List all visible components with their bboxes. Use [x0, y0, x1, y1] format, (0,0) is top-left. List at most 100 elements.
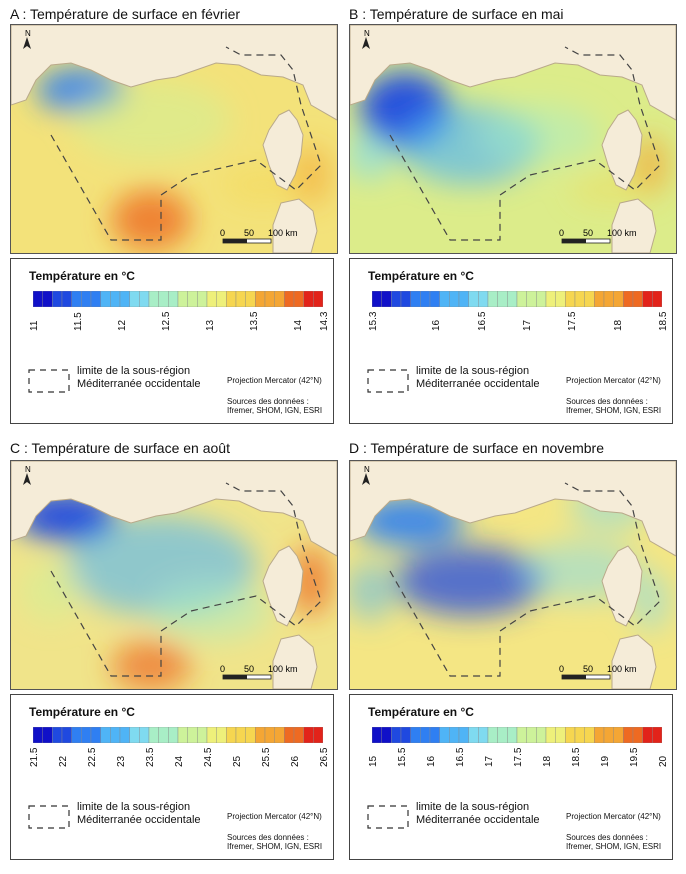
limit-legend-line2: Méditerranée occidentale — [416, 378, 540, 390]
ramp-step — [507, 291, 518, 307]
ramp-tick-label: 24.5 — [203, 747, 214, 767]
ramp-tick-label: 19.5 — [629, 747, 640, 767]
corsica-island — [601, 545, 643, 627]
ramp-step — [187, 291, 198, 307]
limit-dashed-symbol — [367, 805, 409, 829]
ramp-step — [526, 291, 537, 307]
scale-label: 0 — [559, 228, 564, 238]
color-ramp — [372, 291, 662, 307]
ramp-tick-label: 20 — [658, 755, 669, 767]
ramp-step — [536, 727, 547, 743]
ramp-step — [139, 727, 150, 743]
ramp-step — [255, 727, 266, 743]
limit-legend-label: limite de la sous-région Méditerranée oc… — [77, 801, 201, 827]
limit-legend-line2: Méditerranée occidentale — [77, 378, 201, 390]
ramp-step — [61, 727, 72, 743]
ramp-tick-label: 16 — [426, 755, 437, 767]
sst-map[interactable]: N 0 50 100 km — [349, 460, 677, 690]
color-ramp — [372, 727, 662, 743]
ramp-step — [168, 291, 179, 307]
ramp-step — [158, 291, 169, 307]
ramp-step — [603, 727, 614, 743]
limit-dashed-symbol — [28, 369, 70, 393]
sst-map[interactable]: N 0 50 100 km — [10, 24, 338, 254]
legend-box: Température en °C 15 15.5 16 16.5 17 17.5 18 18… — [349, 694, 673, 860]
ramp-step — [372, 291, 382, 307]
ramp-step — [555, 727, 566, 743]
color-ramp — [33, 291, 323, 307]
subregion-limit-line — [50, 482, 322, 677]
ramp-step — [574, 727, 585, 743]
ramp-step — [536, 291, 547, 307]
ramp-step — [90, 291, 101, 307]
ramp-step — [478, 727, 489, 743]
limit-legend-line1: limite de la sous-région — [77, 801, 191, 813]
ramp-step — [255, 291, 266, 307]
ramp-step — [61, 291, 72, 307]
ramp-step — [100, 291, 111, 307]
temperature-field — [350, 72, 668, 205]
limit-dashed-symbol — [28, 805, 70, 829]
ramp-tick-label: 17.5 — [513, 747, 524, 767]
ramp-tick-label: 18.5 — [658, 311, 669, 331]
ramp-step — [594, 291, 605, 307]
panel-title: D : Température de surface en novembre — [349, 440, 604, 456]
ramp-step — [274, 291, 285, 307]
corsica-island — [262, 109, 304, 191]
legend-title: Température en °C — [368, 269, 474, 283]
temperature-field — [16, 491, 331, 689]
sst-map-canvas: N 0 50 100 km — [350, 461, 676, 689]
svg-text:N: N — [25, 465, 31, 474]
svg-text:N: N — [364, 465, 370, 474]
ramp-step — [264, 291, 275, 307]
ramp-step — [526, 727, 537, 743]
corsica-island — [601, 109, 643, 191]
ramp-tick-label: 25 — [232, 755, 243, 767]
sources-note: Sources des données : Ifremer, SHOM, IGN… — [566, 833, 662, 851]
scale-label: 100 km — [607, 228, 637, 238]
ramp-tick-label: 22 — [58, 755, 69, 767]
north-arrow-icon: N — [23, 465, 31, 485]
svg-text:N: N — [25, 29, 31, 38]
ramp-step — [71, 727, 82, 743]
ramp-step — [119, 727, 130, 743]
ramp-step — [313, 727, 323, 743]
scale-label: 100 km — [268, 228, 298, 238]
ramp-step — [206, 727, 217, 743]
ramp-step — [284, 727, 295, 743]
mainland-coast — [350, 25, 676, 121]
ramp-tick-label: 23 — [116, 755, 127, 767]
panel-c: C : Température de surface en août N 0 50 1… — [0, 436, 343, 874]
ramp-step — [42, 727, 53, 743]
ramp-step — [584, 291, 595, 307]
ramp-step — [613, 727, 624, 743]
ramp-step — [410, 727, 421, 743]
sst-map[interactable]: N 0 50 100 km — [10, 460, 338, 690]
ramp-step — [623, 291, 634, 307]
ramp-step — [216, 727, 227, 743]
limit-legend-label: limite de la sous-région Méditerranée oc… — [77, 365, 201, 391]
scale-label: 0 — [220, 664, 225, 674]
ramp-step — [381, 727, 392, 743]
ramp-tick-label: 15.3 — [368, 311, 379, 331]
ramp-step — [565, 727, 576, 743]
sardinia-island — [272, 198, 318, 253]
ramp-step — [545, 291, 556, 307]
legend-box: Température en °C 21.5 22 22.5 23 23.5 24 24.5… — [10, 694, 334, 860]
ramp-step — [574, 291, 585, 307]
ramp-step — [458, 727, 469, 743]
mainland-coast — [11, 461, 337, 557]
ramp-step — [187, 727, 198, 743]
ramp-step — [381, 291, 392, 307]
ramp-step — [71, 291, 82, 307]
ramp-step — [565, 291, 576, 307]
ramp-step — [235, 727, 246, 743]
sardinia-island — [272, 634, 318, 689]
svg-text:N: N — [364, 29, 370, 38]
ramp-step — [293, 291, 304, 307]
scale-bar: 0 50 100 km — [559, 228, 637, 244]
sst-map[interactable]: N 0 50 100 km — [349, 24, 677, 254]
panel-title: A : Température de surface en février — [10, 6, 241, 22]
ramp-tick-label: 17 — [522, 319, 534, 331]
ramp-step — [613, 291, 624, 307]
